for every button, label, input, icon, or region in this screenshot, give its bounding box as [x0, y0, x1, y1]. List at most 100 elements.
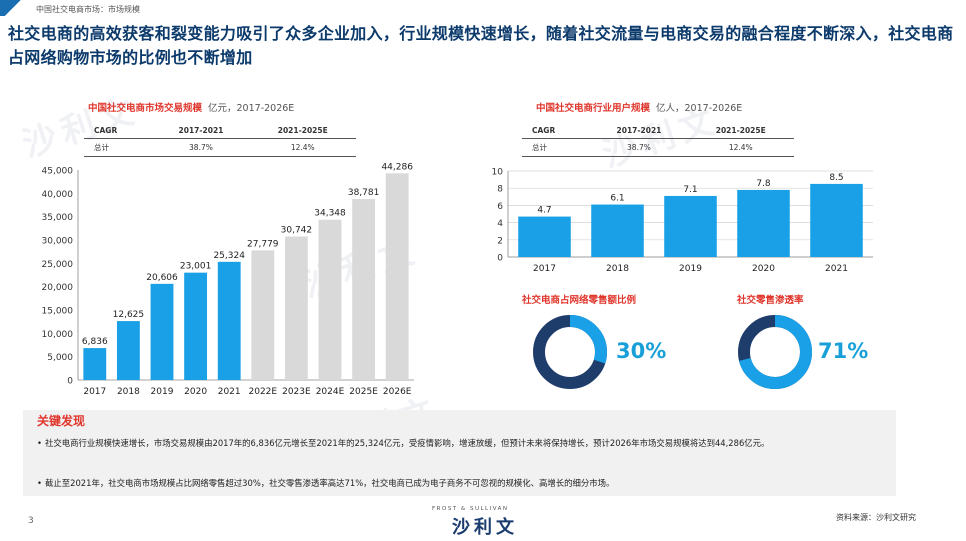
- left-bar-chart: 0 5,000 10,000 15,000 20,000 25,000 30,000 35,0…: [42, 162, 414, 397]
- x-tick-label: 2020: [184, 387, 207, 397]
- footer-logo: 沙利文: [452, 517, 518, 538]
- bar-value-label: 6,836: [82, 337, 108, 347]
- y-tick-label: 25,000: [42, 260, 74, 270]
- bullet-icon: •: [37, 438, 42, 448]
- donut-chart-penetration: [738, 315, 812, 389]
- bar-value-label: 6.1: [610, 194, 624, 204]
- cagr-cell: 38.7%: [590, 138, 688, 157]
- x-tick-label: 2017: [83, 387, 106, 397]
- finding-item: • 截止至2021年，社交电商市场规模占比网络零售超过30%，社交零售渗透率高达7…: [37, 476, 887, 491]
- x-tick-label: 2020: [752, 264, 775, 274]
- cagr-header: CAGR: [84, 123, 153, 139]
- y-tick-label: 2: [497, 236, 503, 246]
- y-tick-label: 8: [497, 185, 503, 195]
- donut-label: 社交零售渗透率: [737, 295, 804, 306]
- cagr-header: 2021-2025E: [687, 123, 794, 139]
- bar-forecast: [284, 236, 308, 380]
- bar-value-label: 12,625: [113, 310, 145, 320]
- y-tick-label: 10: [492, 168, 504, 178]
- key-findings-title: 关键发现: [37, 414, 86, 428]
- bar-value-label: 34,348: [314, 209, 346, 219]
- y-tick-label: 4: [497, 219, 503, 229]
- bar-value-label: 25,324: [213, 251, 245, 261]
- y-tick-label: 20,000: [42, 283, 74, 293]
- cagr-header: CAGR: [522, 123, 591, 139]
- cagr-header: 2017-2021: [590, 123, 688, 139]
- page-title: 社交电商的高效获客和裂变能力吸引了众多企业加入，行业规模快速增长，随着社交流量与…: [8, 24, 954, 67]
- right-chart-title: 中国社交电商行业用户规模 亿人，2017-2026E: [536, 103, 743, 114]
- page-number: 3: [28, 516, 34, 526]
- key-findings-panel: 关键发现 • 社交电商行业规模快速增长，市场交易规模由2017年的6,836亿元增…: [23, 410, 896, 496]
- bar-actual: [83, 348, 107, 380]
- bar-value-label: 30,742: [281, 226, 313, 236]
- bar-actual: [184, 272, 208, 380]
- y-tick-label: 0: [67, 377, 73, 387]
- bar-actual: [217, 261, 241, 380]
- cagr-cell: 总计: [522, 138, 591, 157]
- bar-actual: [810, 183, 863, 257]
- y-tick-label: 30,000: [42, 237, 74, 247]
- donut-label: 社交电商占网络零售额比例: [522, 295, 637, 306]
- donut-percentage: 30%: [616, 339, 667, 363]
- bar-forecast: [318, 219, 342, 380]
- donut-share-arc: [533, 315, 607, 389]
- y-tick-label: 10,000: [42, 330, 74, 340]
- y-tick-label: 40,000: [42, 190, 74, 200]
- cagr-cell: 总计: [84, 138, 153, 157]
- cagr-header: 2017-2021: [152, 123, 250, 139]
- left-chart-title: 中国社交电商市场交易规模 亿元，2017-2026E: [88, 103, 295, 114]
- x-tick-label: 2018: [117, 387, 140, 397]
- x-tick-label: 2026E: [383, 387, 412, 397]
- footer-logo-english: FROST & SULLIVAN: [432, 506, 509, 512]
- x-tick-label: 2021: [218, 387, 241, 397]
- x-tick-label: 2024E: [316, 387, 345, 397]
- bar-actual: [591, 204, 644, 257]
- bar-actual: [664, 195, 717, 257]
- bar-actual: [150, 283, 174, 380]
- bar-value-label: 27,779: [247, 239, 279, 249]
- bar-value-label: 38,781: [348, 188, 380, 198]
- x-tick-label: 2019: [679, 264, 702, 274]
- bar-forecast: [352, 199, 376, 380]
- x-tick-label: 2022E: [249, 387, 278, 397]
- donut-chart-online-share: [533, 315, 607, 389]
- x-tick-label: 2025E: [349, 387, 378, 397]
- x-tick-label: 2019: [151, 387, 174, 397]
- left-cagr-table: CAGR 2017-2021 2021-2025E 总计 38.7% 12.4%: [84, 123, 356, 157]
- x-tick-label: 2023E: [282, 387, 311, 397]
- y-tick-label: 35,000: [42, 213, 74, 223]
- x-tick-label: 2018: [606, 264, 629, 274]
- cagr-cell: 38.7%: [152, 138, 250, 157]
- breadcrumb: 中国社交电商市场：市场规模: [36, 5, 140, 14]
- bar-actual: [518, 216, 571, 257]
- bar-forecast: [385, 173, 409, 380]
- bar-value-label: 4.7: [537, 206, 551, 216]
- bar-value-label: 23,001: [180, 262, 212, 272]
- cagr-cell: 12.4%: [249, 138, 356, 157]
- y-tick-label: 45,000: [42, 167, 74, 177]
- bar-forecast: [251, 250, 275, 380]
- bar-value-label: 7.8: [756, 179, 771, 189]
- x-tick-label: 2021: [825, 264, 848, 274]
- y-tick-label: 5,000: [47, 353, 73, 363]
- finding-item: • 社交电商行业规模快速增长，市场交易规模由2017年的6,836亿元增长至202…: [37, 436, 887, 451]
- cagr-header: 2021-2025E: [249, 123, 356, 139]
- bar-value-label: 44,286: [381, 162, 413, 172]
- y-tick-label: 6: [497, 202, 503, 212]
- bullet-icon: •: [37, 478, 42, 488]
- right-bar-chart: 0 2 4 6 8 10 4.7 2017 6.1 2018 7.1 2019 7.8 2020 8.5 20…: [492, 168, 873, 274]
- right-cagr-table: CAGR 2017-2021 2021-2025E 总计 38.7% 12.4%: [522, 123, 794, 157]
- x-tick-label: 2017: [533, 264, 556, 274]
- bar-actual: [737, 189, 790, 257]
- corner-accent: [0, 0, 26, 16]
- bar-value-label: 8.5: [829, 173, 843, 183]
- donut-share-arc: [738, 315, 812, 389]
- y-tick-label: 0: [497, 254, 503, 264]
- bar-actual: [116, 321, 140, 380]
- cagr-cell: 12.4%: [687, 138, 794, 157]
- bar-value-label: 7.1: [683, 185, 697, 195]
- donut-percentage: 71%: [818, 339, 869, 363]
- source-note: 资料来源：沙利文研究: [836, 513, 916, 522]
- y-tick-label: 15,000: [42, 307, 74, 317]
- bar-value-label: 20,606: [146, 273, 178, 283]
